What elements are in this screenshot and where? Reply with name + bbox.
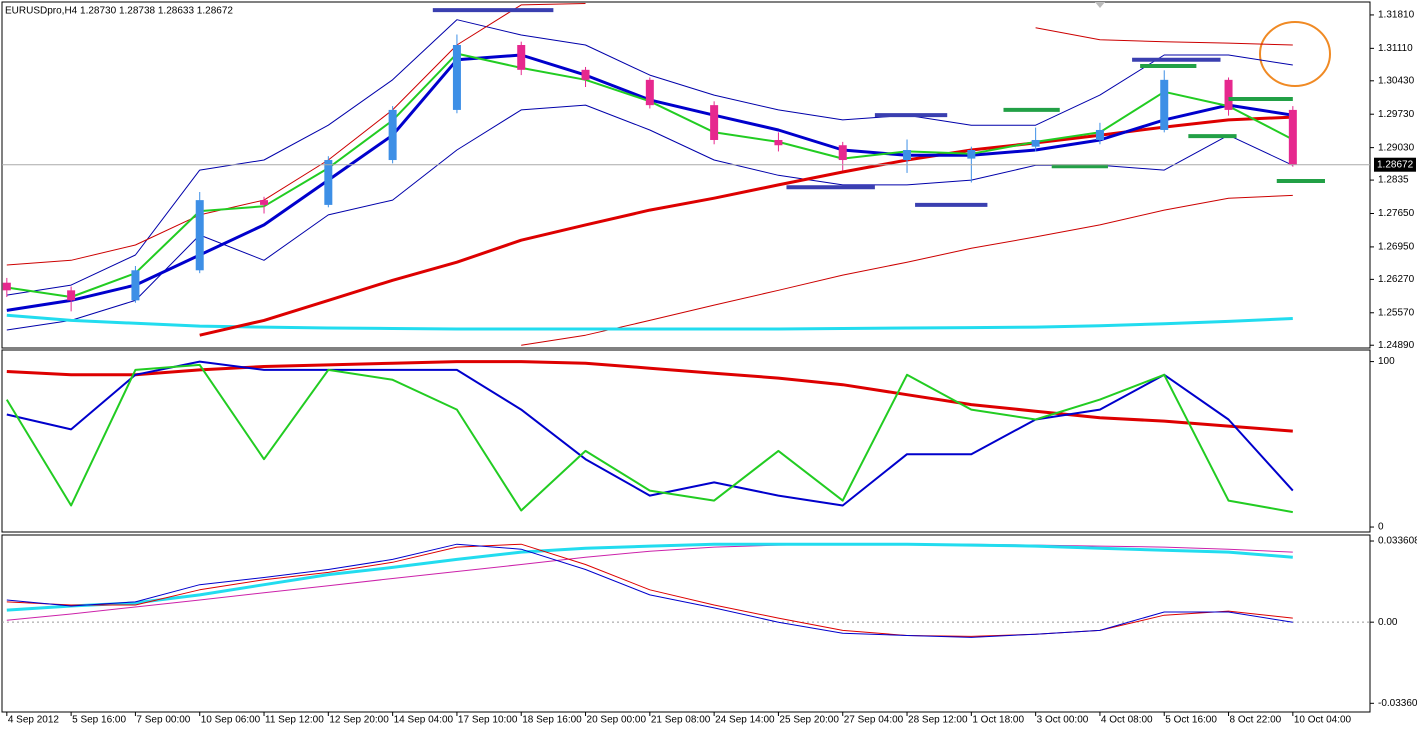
y-tick-label: 100: [1378, 356, 1395, 367]
indicator-line: [6, 313, 1293, 331]
highlight-circle: [1259, 21, 1331, 87]
candle-body: [517, 45, 526, 70]
indicator-line: [6, 3, 1293, 266]
shift-marker: [1095, 2, 1105, 8]
x-tick-label: 21 Sep 08:00: [651, 715, 711, 726]
current-price-label: 1.28672: [1377, 159, 1414, 170]
y-tick-label: 1.25570: [1378, 307, 1415, 318]
candle-body: [1031, 139, 1040, 147]
x-tick-label: 7 Sep 00:00: [136, 715, 190, 726]
indicator-line: [6, 543, 1293, 621]
y-tick-label: 1.29730: [1378, 109, 1415, 120]
y-tick-label: 1.2835: [1378, 175, 1409, 186]
candle-body: [645, 79, 654, 106]
x-tick-label: 24 Sep 14:00: [715, 715, 775, 726]
y-tick-label: 1.27650: [1378, 208, 1415, 219]
indicator-line: [6, 543, 1293, 638]
y-tick-label: 0: [1378, 522, 1384, 533]
oscillator-panel: [1, 349, 1371, 533]
y-tick-label: 0.00: [1378, 617, 1398, 628]
x-tick-label: 8 Oct 22:00: [1230, 715, 1282, 726]
x-tick-label: 27 Sep 04:00: [844, 715, 904, 726]
y-tick-label: 1.24890: [1378, 340, 1415, 351]
candle-body: [67, 290, 76, 301]
macd-panel: [1, 534, 1371, 713]
x-tick-label: 5 Sep 16:00: [72, 715, 126, 726]
candle-body: [452, 45, 461, 110]
indicator-line: [6, 360, 1294, 507]
candle-body: [967, 150, 976, 159]
indicator-line: [6, 19, 1293, 296]
x-tick-label: 4 Sep 2012: [8, 715, 60, 726]
candle-body: [838, 145, 847, 161]
y-tick-label: 1.29030: [1378, 142, 1415, 153]
x-tick-label: 25 Sep 20:00: [779, 715, 839, 726]
indicator-line: [6, 360, 1293, 433]
candle-body: [1095, 129, 1104, 140]
candle-body: [1160, 79, 1169, 130]
x-tick-label: 14 Sep 04:00: [394, 715, 454, 726]
indicator-line: [5, 363, 1293, 514]
candle-body: [195, 200, 204, 271]
indicator-line: [199, 115, 1293, 337]
candle-body: [1224, 79, 1233, 110]
indicator-line: [6, 542, 1293, 612]
y-tick-label: 0.033608: [1378, 536, 1417, 547]
x-tick-label: 1 Oct 18:00: [972, 715, 1024, 726]
x-tick-label: 28 Sep 12:00: [908, 715, 968, 726]
candle-body: [131, 270, 140, 301]
x-tick-label: 4 Oct 08:00: [1101, 715, 1153, 726]
candle-body: [581, 69, 590, 80]
candle-body: [2, 282, 11, 291]
x-tick-label: 18 Sep 16:00: [522, 715, 582, 726]
current-price-box: [1374, 157, 1416, 172]
x-tick-label: 10 Oct 04:00: [1294, 715, 1352, 726]
y-tick-label: 1.26270: [1378, 274, 1415, 285]
x-tick-label: 12 Sep 20:00: [329, 715, 389, 726]
x-tick-label: 11 Sep 12:00: [265, 715, 324, 726]
indicator-line: [521, 194, 1293, 346]
chart-title: EURUSDpro,H4 1.28730 1.28738 1.28633 1.2…: [5, 6, 233, 17]
candle-body: [710, 105, 719, 140]
x-tick-label: 10 Sep 06:00: [201, 715, 261, 726]
candle-body: [260, 200, 269, 205]
x-tick-label: 5 Oct 16:00: [1165, 715, 1217, 726]
x-tick-label: 20 Sep 00:00: [587, 715, 647, 726]
price-panel: [1, 1, 1371, 349]
y-tick-label: 1.31110: [1378, 43, 1413, 54]
candle-body: [774, 139, 783, 146]
x-tick-label: 17 Sep 10:00: [458, 715, 518, 726]
y-tick-label: 1.30430: [1378, 75, 1415, 86]
candle-body: [1288, 109, 1297, 165]
candle-body: [903, 150, 912, 161]
y-tick-label: 1.26950: [1378, 242, 1415, 253]
candle-body: [324, 160, 333, 205]
y-tick-label: 1.31810: [1378, 10, 1415, 21]
candle-body: [388, 109, 397, 161]
x-tick-label: 3 Oct 00:00: [1037, 715, 1089, 726]
y-tick-label: -0.03360: [1378, 698, 1417, 709]
